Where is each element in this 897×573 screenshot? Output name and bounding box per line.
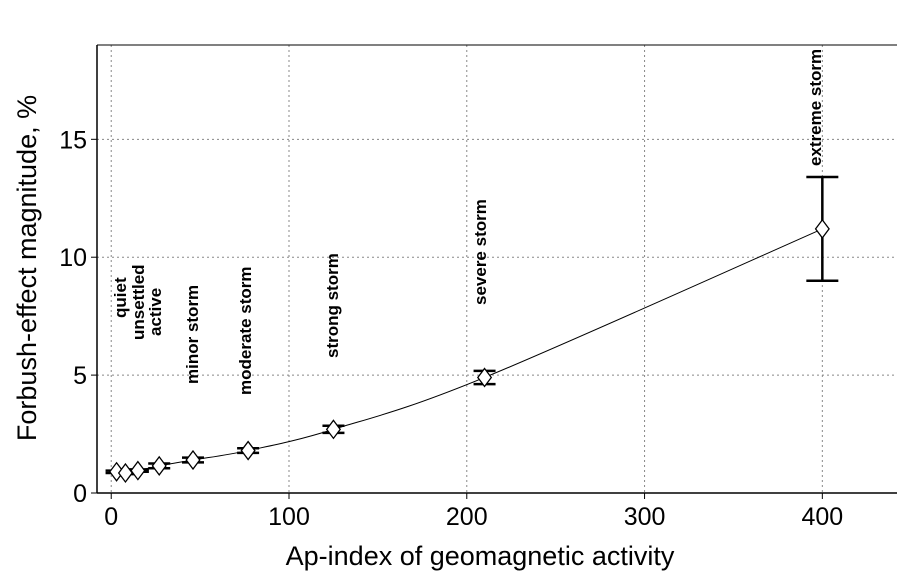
marker [240,440,256,461]
annotation: minor storm [183,285,202,384]
x-tick-label: 200 [446,503,488,531]
y-tick-label: 0 [73,480,87,508]
marker [151,455,167,476]
annotation: severe storm [471,199,490,305]
annotation: unsettled [129,264,148,340]
trend-line [116,228,823,474]
y-tick-label: 10 [59,244,87,272]
marker [117,462,134,484]
marker [130,460,146,481]
annotation: active [146,288,165,336]
marker [476,367,493,388]
x-tick-label: 400 [801,503,843,531]
x-tick-label: 0 [104,503,118,531]
annotation: quiet [111,277,130,318]
annotation: moderate storm [236,267,255,395]
marker [814,218,830,239]
marker [185,449,201,471]
y-tick-label: 5 [73,362,87,390]
x-axis-title: Ap-index of geomagnetic activity [286,541,675,571]
marker [325,419,342,440]
y-axis-title: Forbush-effect magnitude, % [12,95,42,441]
annotation: strong storm [323,253,342,358]
x-tick-label: 100 [268,503,310,531]
annotation: extreme storm [806,49,825,166]
y-tick-label: 15 [59,126,87,154]
x-tick-label: 300 [624,503,666,531]
